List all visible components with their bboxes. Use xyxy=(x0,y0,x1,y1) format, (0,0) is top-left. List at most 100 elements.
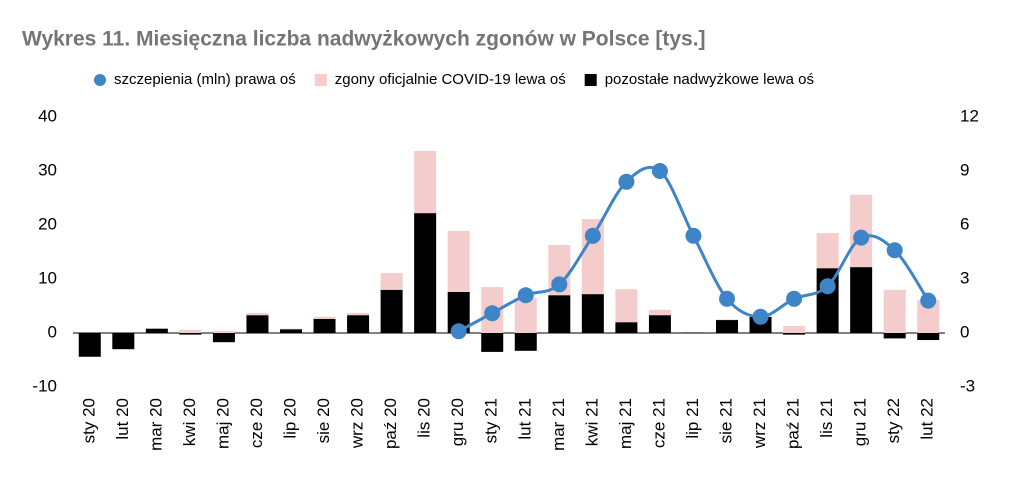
point xyxy=(886,242,903,259)
x-tick-label: lip 21 xyxy=(683,398,702,439)
bar xyxy=(447,230,470,292)
y2-tick-label: -3 xyxy=(960,376,975,395)
x-tick-label: maj 20 xyxy=(213,398,232,449)
bar xyxy=(682,331,705,333)
point xyxy=(685,227,702,244)
bar xyxy=(615,289,638,323)
point xyxy=(551,276,568,293)
bar xyxy=(78,333,101,357)
bar xyxy=(648,315,671,333)
x-tick-label: kwi 21 xyxy=(582,398,601,446)
bar xyxy=(447,291,470,333)
bar xyxy=(615,322,638,333)
bar xyxy=(917,333,940,341)
bar xyxy=(514,297,537,333)
x-tick-label: lut 20 xyxy=(113,398,132,440)
bar xyxy=(313,318,336,333)
bar xyxy=(347,315,370,333)
bar xyxy=(179,329,202,333)
y-tick-label: 30 xyxy=(38,160,57,179)
x-tick-label: sty 20 xyxy=(79,398,98,443)
bar xyxy=(581,294,604,333)
y-tick-label: 20 xyxy=(38,214,57,233)
x-tick-label: maj 21 xyxy=(616,398,635,449)
bar xyxy=(850,267,873,333)
bar xyxy=(246,315,269,333)
y2-tick-label: 12 xyxy=(960,106,979,125)
bar xyxy=(313,316,336,319)
bar xyxy=(347,313,370,316)
point xyxy=(920,292,937,309)
bar xyxy=(816,233,839,269)
point xyxy=(719,290,735,307)
x-tick-label: paź 21 xyxy=(784,398,803,449)
legend-label: szczepienia (mln) prawa oś xyxy=(114,71,296,88)
bar xyxy=(883,289,906,333)
point xyxy=(786,290,803,307)
x-tick-label: lut 22 xyxy=(918,398,937,440)
legend-marker xyxy=(94,74,106,86)
bar xyxy=(783,325,806,333)
x-tick-label: mar 20 xyxy=(146,398,165,451)
point xyxy=(853,229,870,246)
x-tick-label: sie 21 xyxy=(716,398,735,443)
legend-marker xyxy=(314,74,327,86)
bar xyxy=(548,295,571,333)
bar xyxy=(280,329,302,333)
x-tick-label: cze 21 xyxy=(649,398,668,448)
bar xyxy=(179,333,202,335)
bar xyxy=(682,332,705,333)
y2-tick-label: 3 xyxy=(960,268,969,287)
legend-label: pozostałe nadwyżkowe lewa oś xyxy=(605,71,814,88)
y-tick-label: 0 xyxy=(48,322,57,341)
y2-tick-label: 6 xyxy=(960,214,969,233)
bar xyxy=(716,320,738,333)
point xyxy=(651,163,668,179)
point xyxy=(517,287,534,304)
bar xyxy=(212,333,235,343)
point xyxy=(752,308,769,325)
bar xyxy=(246,313,269,316)
bar xyxy=(280,328,302,330)
legend-label: zgony oficjalnie COVID-19 lewa oś xyxy=(335,71,566,88)
x-tick-label: lis 20 xyxy=(415,398,434,438)
bar xyxy=(716,319,738,321)
y2-tick-label: 9 xyxy=(960,160,969,179)
bar xyxy=(514,333,537,351)
y-tick-label: 10 xyxy=(38,268,57,287)
bar xyxy=(380,289,403,333)
bar xyxy=(414,151,437,214)
x-tick-label: cze 20 xyxy=(247,398,266,448)
y-tick-label: -10 xyxy=(32,376,57,395)
x-tick-label: wrz 20 xyxy=(348,398,367,449)
chart-title: Wykres 11. Miesięczna liczba nadwyżkowyc… xyxy=(22,28,706,51)
x-tick-label: paź 20 xyxy=(381,398,400,449)
point xyxy=(819,278,836,295)
x-tick-label: lis 21 xyxy=(817,398,836,438)
bar xyxy=(112,333,135,350)
point xyxy=(584,227,601,244)
x-tick-label: sie 20 xyxy=(314,398,333,443)
x-tick-label: sty 21 xyxy=(482,398,501,443)
bar xyxy=(414,213,437,333)
x-tick-label: lut 21 xyxy=(515,398,534,440)
x-tick-label: wrz 21 xyxy=(750,398,769,449)
x-tick-label: mar 21 xyxy=(549,398,568,451)
x-tick-label: lip 20 xyxy=(280,398,299,439)
x-tick-label: sty 22 xyxy=(884,398,903,443)
bar xyxy=(380,273,403,290)
bar xyxy=(783,333,806,335)
point xyxy=(618,173,635,190)
point xyxy=(484,305,501,322)
point xyxy=(450,323,467,340)
bar xyxy=(212,330,235,333)
bar xyxy=(648,309,671,316)
x-tick-label: kwi 20 xyxy=(180,398,199,446)
bar xyxy=(481,333,504,352)
bar xyxy=(145,328,168,333)
y2-tick-label: 0 xyxy=(960,322,969,341)
x-tick-label: gru 21 xyxy=(851,398,870,446)
legend-marker xyxy=(584,74,597,86)
x-tick-label: gru 20 xyxy=(448,398,467,446)
bar xyxy=(883,333,906,339)
